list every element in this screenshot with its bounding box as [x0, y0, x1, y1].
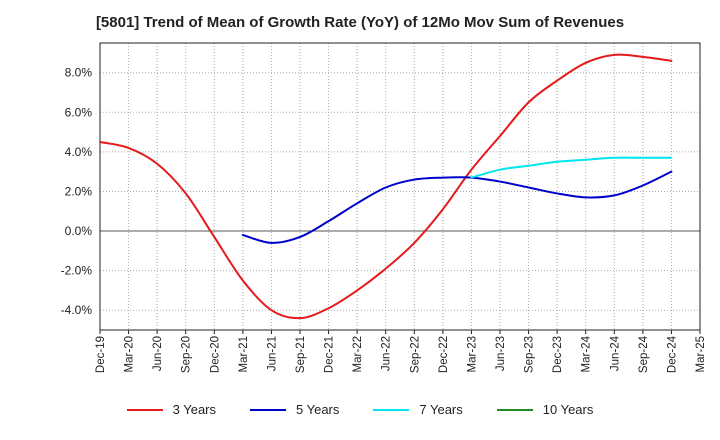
y-tick-label: 2.0% — [65, 184, 93, 198]
legend-item-5-years: 5 Years — [250, 402, 339, 417]
legend-label: 3 Years — [172, 402, 216, 417]
x-tick-label: Dec-24 — [666, 335, 678, 373]
y-tick-label: -4.0% — [61, 303, 93, 317]
series-line-7-years — [470, 156, 673, 179]
x-tick-label: Dec-19 — [95, 336, 107, 373]
x-tick-label: Mar-22 — [352, 336, 364, 372]
y-tick-label: 6.0% — [65, 105, 93, 119]
x-tick-label: Sep-20 — [181, 336, 193, 373]
legend-swatch — [496, 408, 533, 411]
legend-label: 5 Years — [296, 402, 340, 417]
x-tick-label: Mar-23 — [466, 336, 478, 372]
chart-title: [5801] Trend of Mean of Growth Rate (YoY… — [95, 14, 625, 31]
x-tick-label: Jun-21 — [266, 336, 278, 371]
legend-label: 10 Years — [542, 402, 594, 417]
x-tick-label: Mar-25 — [695, 336, 707, 372]
x-tick-label: Dec-21 — [324, 336, 336, 373]
x-tick-label: Mar-24 — [581, 335, 593, 372]
legend-swatch — [373, 408, 410, 411]
x-tick-label: Jun-23 — [495, 336, 507, 371]
x-tick-label: Sep-21 — [295, 336, 307, 373]
legend-swatch — [250, 408, 286, 411]
y-tick-label: 0.0% — [65, 224, 93, 238]
legend-item-7-years: 7 Years — [373, 402, 463, 417]
x-tick-label: Mar-20 — [124, 336, 136, 372]
x-tick-label: Dec-20 — [209, 336, 221, 373]
x-tick-label: Jun-22 — [381, 336, 393, 371]
series-line-3-years — [99, 53, 673, 320]
x-tick-label: Sep-24 — [638, 335, 650, 373]
series-line-5-years — [241, 170, 673, 244]
x-tick-label: Jun-20 — [152, 336, 164, 371]
legend: 3 Years 5 Years 7 Years 10 Years — [0, 402, 720, 417]
legend-swatch — [126, 408, 163, 411]
x-tick-label: Jun-24 — [609, 335, 621, 371]
x-tick-label: Dec-23 — [552, 336, 564, 373]
legend-item-3-years: 3 Years — [126, 402, 216, 417]
y-tick-label: -2.0% — [61, 264, 93, 278]
y-tick-label: 8.0% — [65, 66, 93, 80]
legend-label: 7 Years — [419, 402, 463, 417]
y-tick-label: 4.0% — [65, 145, 93, 159]
plot-frame — [99, 42, 701, 331]
x-tick-label: Dec-22 — [438, 336, 450, 373]
plot-background — [100, 43, 700, 330]
x-tick-label: Mar-21 — [238, 336, 250, 372]
legend-item-10-years: 10 Years — [496, 402, 594, 417]
x-tick-label: Sep-22 — [409, 336, 421, 373]
x-tick-label: Sep-23 — [524, 336, 536, 373]
